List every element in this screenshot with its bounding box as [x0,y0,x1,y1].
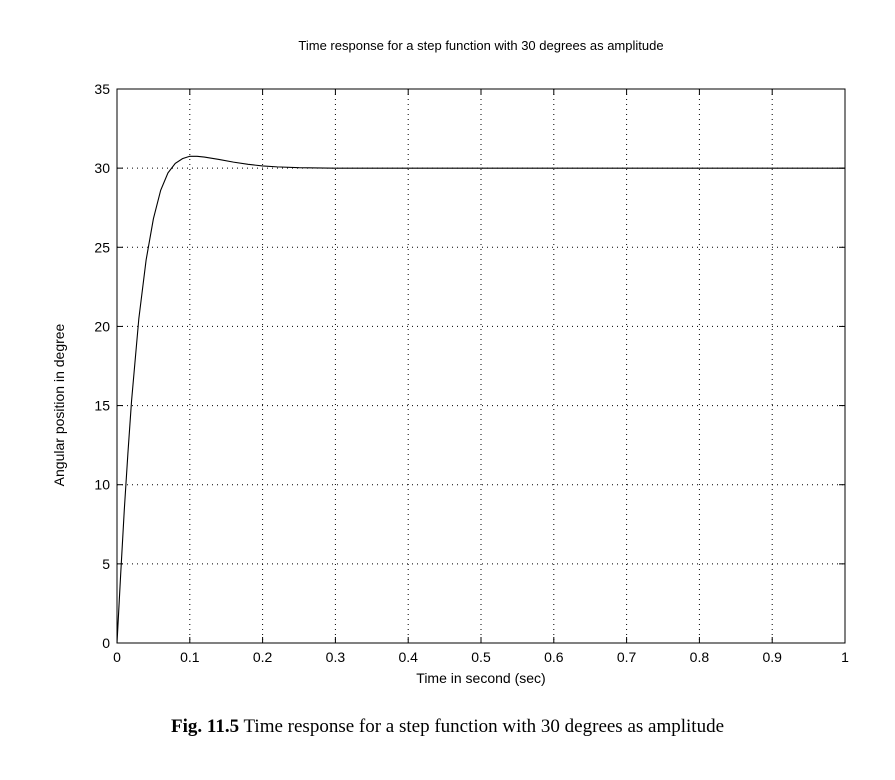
y-tick-label: 20 [94,318,110,334]
y-tick-label: 15 [94,398,110,414]
series-layer [116,155,845,644]
x-tick-label: 0.9 [762,649,782,665]
step-response-chart: Time response for a step function with 3… [51,38,849,686]
x-tick-label: 0.7 [617,649,637,665]
x-tick-label: 0.5 [471,649,491,665]
plot-frame [116,88,846,644]
caption-text: Time response for a step function with 3… [239,716,725,737]
y-tick-label: 35 [94,81,110,97]
x-tick-label: 0 [113,649,121,665]
x-axis-label: Time in second (sec) [416,670,545,686]
x-tick-label: 0.4 [398,649,418,665]
figure-caption: Fig. 11.5 Time response for a step funct… [0,716,895,738]
y-tick-label: 5 [102,556,110,572]
x-tick-label: 0.6 [544,649,564,665]
y-axis-label: Angular position in degree [51,323,67,486]
y-tick-label: 30 [94,160,110,176]
chart-title: Time response for a step function with 3… [298,38,663,53]
x-tick-label: 1 [841,649,849,665]
x-tick-label: 0.2 [253,649,273,665]
step-response-line [116,155,845,644]
x-tick-label: 0.1 [180,649,200,665]
x-tick-label: 0.8 [690,649,710,665]
y-tick-label: 0 [102,635,110,651]
y-tick-label: 25 [94,239,110,255]
figure-number: Fig. 11.5 [170,716,240,737]
x-tick-label: 0.3 [326,649,346,665]
y-tick-label: 10 [94,477,110,493]
grid [117,89,845,643]
tick-labels: 0 0.1 0.2 0.3 0.4 0.5 0.6 0.7 0.8 0.9 105101520253… [94,81,849,665]
